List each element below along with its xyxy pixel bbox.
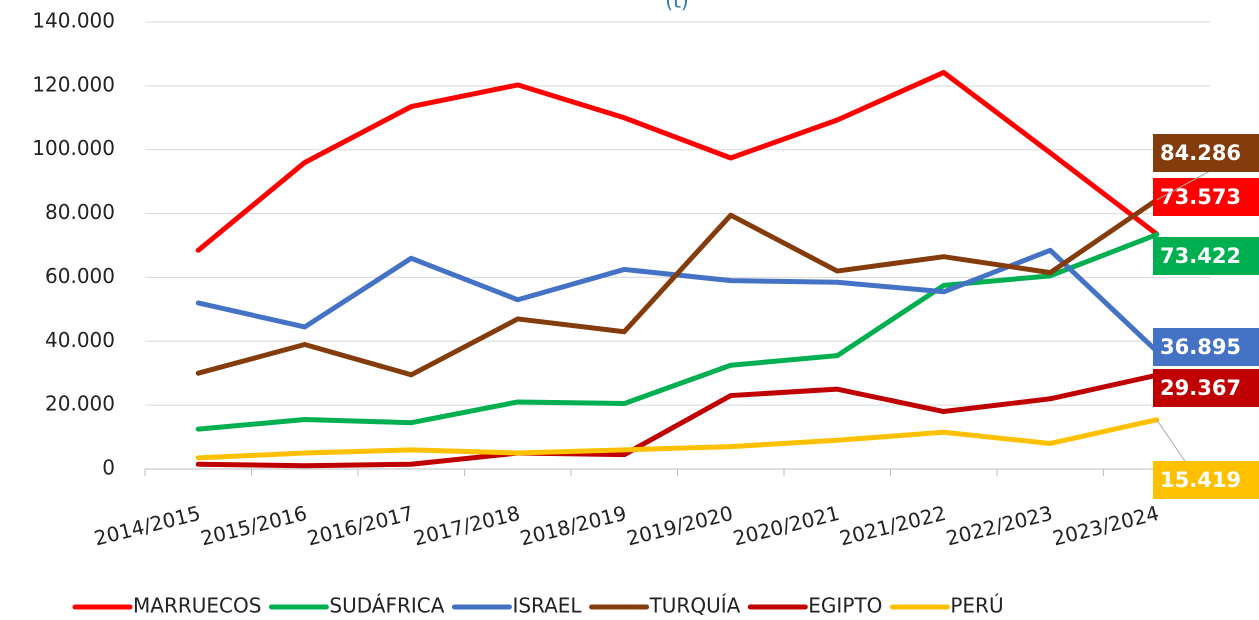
label-box xyxy=(1153,178,1259,216)
x-tick-label: 2014/2015 xyxy=(92,501,203,551)
label-box xyxy=(1153,328,1259,366)
y-tick-label: 0 xyxy=(102,456,115,480)
data-label: 36.895 xyxy=(1160,335,1241,359)
y-tick-label: 120.000 xyxy=(32,72,115,96)
label-box xyxy=(1153,369,1259,407)
data-label: 29.367 xyxy=(1160,376,1241,400)
y-tick-label: 80.000 xyxy=(45,200,115,224)
x-tick-label: 2020/2021 xyxy=(731,501,842,551)
label-box xyxy=(1153,237,1259,275)
x-tick-label: 2017/2018 xyxy=(411,501,522,551)
series-line xyxy=(195,232,1160,432)
leader-line xyxy=(1156,170,1211,201)
data-label: 73.573 xyxy=(1160,185,1241,209)
x-tick-label: 2018/2019 xyxy=(518,501,629,551)
label-box xyxy=(1153,134,1259,172)
series-line xyxy=(195,372,1160,469)
legend-label: TURQUÍA xyxy=(649,594,741,618)
series-line xyxy=(195,417,1160,461)
data-label: 73.422 xyxy=(1160,244,1241,268)
x-tick-label: 2016/2017 xyxy=(305,501,416,551)
legend-label: EGIPTO xyxy=(808,594,882,618)
series-line xyxy=(195,197,1160,378)
series-line xyxy=(195,69,1160,253)
x-tick-label: 2023/2024 xyxy=(1050,501,1161,551)
x-tick-label: 2022/2023 xyxy=(944,501,1055,551)
data-label: 84.286 xyxy=(1160,141,1241,165)
y-tick-label: 60.000 xyxy=(45,264,115,288)
legend-label: ISRAEL xyxy=(512,594,582,618)
label-box xyxy=(1153,461,1259,499)
x-tick-label: 2019/2020 xyxy=(624,501,735,551)
y-tick-label: 20.000 xyxy=(45,392,115,416)
y-tick-label: 140.000 xyxy=(32,9,115,33)
legend-label: PERÚ xyxy=(950,594,1003,618)
legend-label: SUDÁFRICA xyxy=(329,594,444,618)
x-tick-label: 2021/2022 xyxy=(837,501,948,551)
legend-label: MARRUECOS xyxy=(133,594,261,618)
y-tick-label: 100.000 xyxy=(32,136,115,160)
data-label: 15.419 xyxy=(1160,468,1241,492)
chart-title: (t) xyxy=(665,0,688,13)
y-tick-label: 40.000 xyxy=(45,328,115,352)
x-tick-label: 2015/2016 xyxy=(198,501,309,551)
